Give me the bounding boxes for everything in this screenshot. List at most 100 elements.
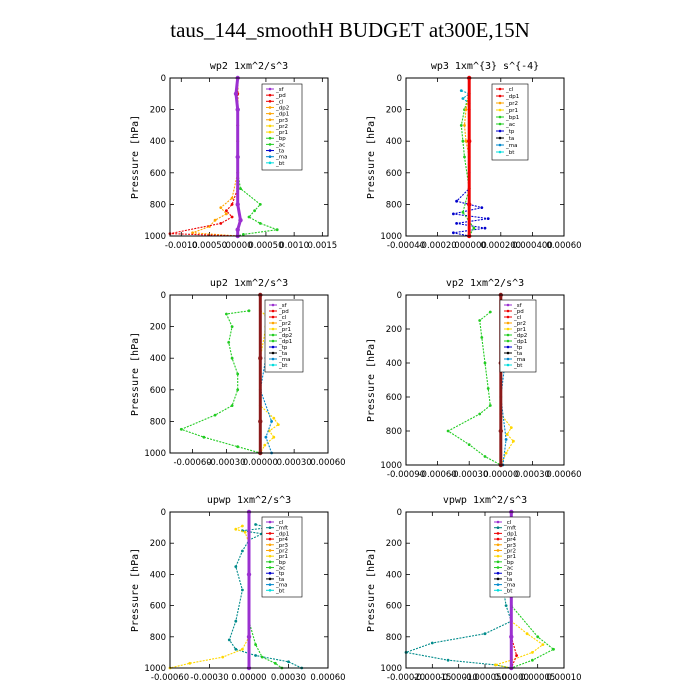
legend-marker: [271, 339, 275, 343]
legend-marker: [268, 583, 272, 586]
y-tick-label: 400: [386, 359, 402, 369]
legend-entry: _bt: [275, 588, 285, 594]
data-point: [241, 524, 244, 528]
legend-marker: [496, 566, 500, 569]
legend-entry: _pd: [278, 309, 289, 315]
data-point: [452, 212, 455, 216]
chart-panel-1: wp2 1xm^2/s^3 Pressure [hPa] 0 200 400 600 800…: [130, 61, 337, 251]
legend-marker: [268, 549, 272, 552]
data-point: [287, 660, 290, 664]
x-tick-label: 0.000400: [512, 241, 553, 251]
data-point: [221, 655, 225, 659]
legend-entry: _ac: [275, 566, 285, 572]
data-point: [188, 661, 192, 665]
y-axis-label: Pressure [hPa]: [366, 338, 377, 422]
data-point: [478, 319, 482, 322]
data-point: [463, 155, 466, 159]
data-point: [219, 206, 223, 210]
legend-entry: _tp: [513, 345, 523, 351]
x-tick-label: 0.0015: [307, 241, 337, 251]
data-point: [512, 439, 515, 443]
x-tick-label: .000000: [452, 241, 487, 251]
legend-marker: [496, 532, 500, 535]
data-point: [486, 217, 490, 221]
legend-entry: _tp: [503, 571, 513, 577]
data-point: [464, 139, 468, 143]
data-point: [461, 139, 465, 143]
data-point: [191, 231, 195, 235]
y-tick-label: 200: [386, 539, 402, 549]
data-point: [464, 108, 468, 111]
legend-entry: _ta: [505, 136, 514, 142]
data-point: [446, 658, 450, 662]
chart-panel-3: up2 1xm^2/s^3 Pressure [hPa] 0 200 400 600 800…: [130, 278, 346, 468]
x-tick-label: 0.00060: [546, 470, 581, 480]
y-tick-label: 600: [386, 602, 402, 612]
y-tick-label: 800: [150, 417, 166, 427]
data-point: [509, 426, 513, 429]
legend-marker: [496, 526, 500, 529]
data-point: [459, 89, 463, 92]
legend-entry: _mft: [275, 526, 289, 532]
plot-frame: [169, 77, 329, 237]
legend-marker: [268, 136, 272, 140]
legend-marker: [271, 309, 275, 313]
data-point: [227, 341, 231, 344]
legend-marker: [506, 315, 510, 319]
x-tick-label: .00000: [223, 241, 253, 251]
series-line: [500, 527, 555, 669]
legend-marker: [268, 87, 272, 91]
x-tick-label: 0.00050: [192, 241, 227, 251]
data-point: [236, 388, 240, 392]
data-point: [246, 634, 252, 639]
data-point: [509, 634, 514, 639]
legend-marker: [496, 549, 500, 552]
data-point: [504, 438, 508, 441]
legend-marker: [268, 100, 272, 103]
y-tick-label: 0: [161, 291, 166, 301]
legend-box: [261, 83, 303, 171]
y-tick-label: 400: [386, 570, 402, 580]
legend-marker: [498, 150, 502, 154]
legend-marker: [268, 577, 272, 581]
data-point: [531, 658, 534, 662]
data-point: [525, 632, 529, 636]
legend-marker: [268, 130, 272, 134]
panel-title: wp2 1xm^2/s^3: [210, 61, 288, 72]
legend-marker: [268, 589, 272, 592]
legend-entry: _pr3: [275, 543, 289, 549]
x-tick-label: 0.00060: [310, 458, 345, 468]
legend-marker: [498, 129, 502, 133]
legend-marker: [506, 357, 510, 361]
data-point: [235, 154, 240, 160]
legend-box: [264, 299, 304, 373]
legend-marker: [268, 537, 272, 541]
data-point: [488, 310, 492, 314]
legend-marker: [506, 327, 510, 331]
legend-entry: _cl: [505, 87, 514, 93]
data-point: [236, 372, 240, 376]
legend-entry: _pr1: [503, 554, 516, 560]
data-point: [230, 404, 234, 407]
legend-entry: _ta: [503, 577, 512, 583]
legend-marker: [506, 309, 510, 313]
y-tick-label: 600: [386, 169, 402, 179]
data-point: [483, 455, 487, 458]
legend-entry: _cl: [503, 520, 512, 526]
y-tick-label: 0: [161, 508, 166, 518]
y-tick-label: 1000: [144, 232, 166, 242]
legend-entry: _pd: [275, 93, 286, 99]
y-tick-label: 400: [150, 137, 166, 147]
legend-box: [499, 299, 537, 373]
plot-frame: [169, 511, 329, 669]
data-point: [238, 218, 243, 223]
legend-marker: [268, 554, 272, 558]
legend-marker: [271, 321, 275, 325]
legend-marker: [496, 583, 500, 586]
legend-entry: _tp: [278, 345, 288, 351]
y-tick-label: 200: [386, 106, 402, 116]
legend-box: [261, 516, 303, 598]
series-line: [447, 311, 502, 466]
data-point: [264, 435, 268, 439]
legend-entry: _dp1: [505, 94, 519, 100]
